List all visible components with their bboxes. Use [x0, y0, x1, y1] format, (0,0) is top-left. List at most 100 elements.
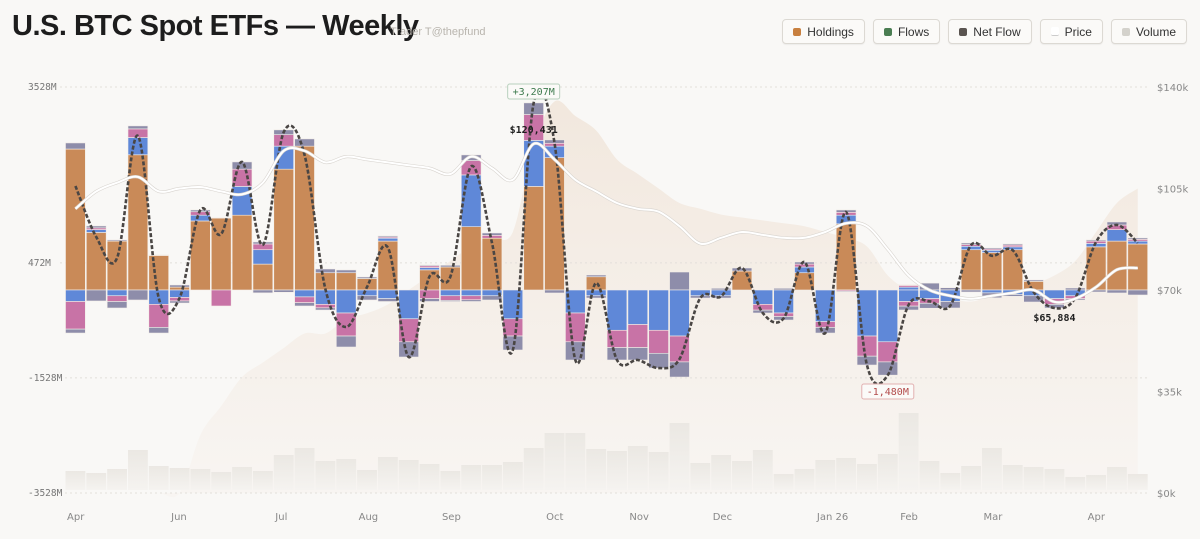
legend-holdings-toggle[interactable]: Holdings: [782, 19, 865, 44]
left-axis-tick: 472M: [28, 258, 51, 269]
flow-segment-negative: [1085, 289, 1107, 293]
volume-bar: [1127, 474, 1148, 490]
volume-bar: [65, 471, 86, 490]
volume-bar: [315, 461, 336, 490]
flow-segment-negative: [648, 289, 669, 331]
flow-segment-positive: [460, 226, 482, 291]
flow-segment-negative: [440, 295, 461, 301]
flow-segment-negative: [669, 289, 690, 337]
annotation-label: +3,207M: [513, 87, 555, 98]
flow-segment-negative: [106, 289, 128, 297]
x-axis-tick: Aug: [359, 512, 379, 523]
x-axis-tick: Jan 26: [816, 512, 848, 523]
legend-price-toggle[interactable]: Price: [1039, 19, 1103, 44]
volume-bar: [357, 470, 377, 490]
x-axis-tick: Jun: [170, 512, 187, 523]
flow-segment-negative: [585, 289, 607, 297]
annotation-label: -1,480M: [867, 387, 909, 398]
x-axis-tick: Apr: [67, 512, 85, 523]
volume-bar: [627, 446, 648, 490]
volume-bar: [502, 462, 523, 490]
flow-segment-positive: [1106, 229, 1128, 242]
flow-segment-negative: [690, 295, 711, 299]
flow-segment-positive: [1106, 240, 1128, 291]
flow-segment-negative: [502, 335, 524, 351]
flow-segment-positive: [335, 272, 357, 291]
flow-segment-positive: [169, 284, 190, 288]
flow-segment-positive: [294, 138, 315, 147]
flow-segment-positive: [794, 272, 815, 291]
volume-bar: [919, 461, 940, 490]
flow-segment-positive: [190, 220, 211, 291]
volume-bar: [461, 465, 482, 490]
volume-bar: [877, 454, 898, 490]
price-swatch-icon: [1050, 27, 1059, 36]
volume-bar: [586, 449, 607, 490]
flow-segment-negative: [65, 301, 86, 330]
flow-segment-negative: [856, 289, 878, 337]
volume-bar: [1044, 469, 1065, 490]
volume-bar: [836, 458, 857, 490]
flow-segment-negative: [169, 300, 190, 304]
flow-segment-negative: [440, 300, 461, 302]
volume-bar: [565, 433, 586, 490]
flow-segment-negative: [752, 309, 774, 314]
flow-segment-negative: [148, 304, 169, 328]
flow-segment-positive: [335, 269, 357, 274]
flow-segment-negative: [1127, 289, 1148, 296]
flow-segment-negative: [898, 305, 919, 311]
volume-bar: [1086, 475, 1106, 490]
legend-net-flow-toggle[interactable]: Net Flow: [948, 19, 1032, 44]
right-axis-tick: $0k: [1157, 489, 1176, 500]
volume-bar: [86, 473, 107, 490]
volume-swatch-icon: [1121, 27, 1130, 36]
legend: Holdings Flows Net Flow Price Volume: [782, 19, 1187, 44]
flow-segment-positive: [377, 235, 399, 238]
volume-bar: [232, 467, 252, 490]
holdings-swatch-icon: [793, 27, 802, 36]
legend-label: Holdings: [807, 24, 854, 39]
flow-segment-negative: [627, 347, 649, 361]
price-line: [74, 142, 1138, 304]
volume-bar: [982, 448, 1002, 490]
flow-segment-positive: [86, 232, 107, 291]
flow-segment-positive: [669, 271, 690, 291]
flow-segment-positive: [440, 266, 461, 291]
flow-segment-positive: [65, 142, 86, 150]
volume-bar: [690, 463, 711, 490]
price-annotation-label: $120,431: [510, 125, 558, 136]
flow-segment-negative: [877, 289, 898, 343]
volume-bar: [336, 459, 357, 490]
flow-segment-negative: [398, 341, 419, 358]
flows-swatch-icon: [883, 27, 892, 36]
flow-segment-positive: [1002, 243, 1023, 246]
volume-bar: [482, 465, 502, 490]
flow-segment-positive: [148, 254, 169, 256]
flow-segment-negative: [65, 328, 86, 334]
flow-segment-negative: [65, 289, 86, 302]
flow-segment-negative: [1106, 289, 1128, 294]
flow-segment-positive: [585, 274, 607, 278]
legend-volume-toggle[interactable]: Volume: [1110, 19, 1187, 44]
flow-segment-negative: [252, 289, 274, 294]
volume-bar: [940, 473, 961, 490]
flow-segment-negative: [356, 295, 378, 301]
x-axis-tick: Nov: [629, 512, 649, 523]
flow-segment-negative: [627, 289, 649, 325]
flow-segment-negative: [294, 289, 315, 298]
flow-segment-negative: [440, 289, 461, 297]
flow-segment-negative: [856, 335, 878, 357]
flow-segment-negative: [106, 301, 128, 309]
volume-bar: [419, 464, 440, 490]
volume-bar: [544, 433, 565, 490]
flow-segment-negative: [669, 361, 690, 378]
right-axis-tick: $35k: [1157, 388, 1182, 399]
flow-segment-negative: [606, 289, 628, 331]
price-annotation-label: $65,884: [1033, 313, 1075, 324]
flow-segment-positive: [1065, 287, 1086, 291]
flow-segment-negative: [835, 290, 857, 293]
legend-flows-toggle[interactable]: Flows: [872, 19, 941, 44]
annotation-box: [507, 83, 561, 100]
flow-segment-negative: [877, 341, 898, 363]
